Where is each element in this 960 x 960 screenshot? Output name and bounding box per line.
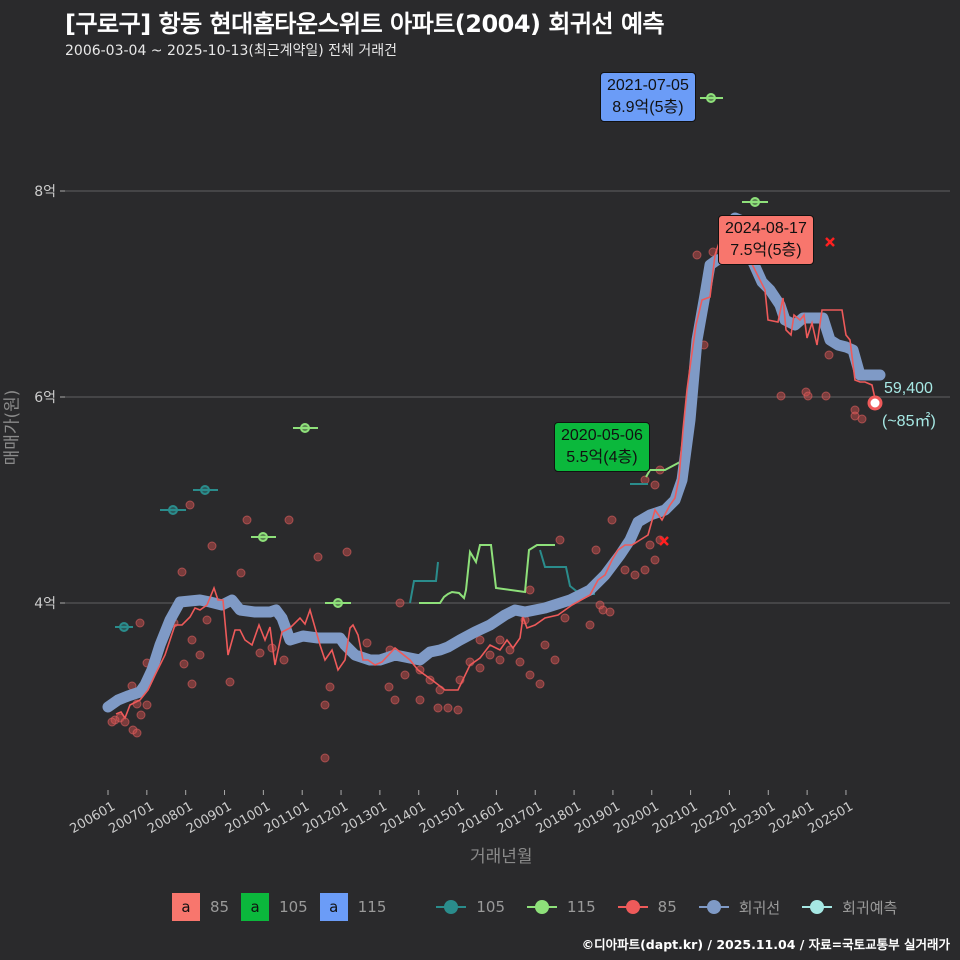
legend-line-label-115: 115 xyxy=(567,898,596,916)
chart-subtitle: 2006-03-04 ~ 2025-10-13(최근계약일) 전체 거래건 xyxy=(65,43,397,59)
legend-box-85: a xyxy=(172,893,200,921)
y-ticks xyxy=(60,190,65,604)
svg-text:202501: 202501 xyxy=(805,799,855,837)
y-tick-labels: 8억 6억 4억 xyxy=(34,184,56,612)
svg-text:8억: 8억 xyxy=(34,184,56,200)
chart-title: [구로구] 항동 현대홈타운스위트 아파트(2004) 회귀선 예측 xyxy=(65,10,665,38)
legend-key-105-icon xyxy=(436,897,467,917)
legend-key-prediction-icon xyxy=(802,897,833,917)
prediction-value-label: 59,400 xyxy=(884,380,933,397)
callout-max-105: 2020-05-06 5.5억(4층) xyxy=(554,422,650,472)
gridlines xyxy=(65,190,950,604)
callout-max-85: 2024-08-17 7.5억(5층) xyxy=(718,215,814,265)
x-axis-label: 거래년월 xyxy=(470,847,533,867)
legend-line-label-105: 105 xyxy=(476,898,506,916)
legend-label-85: 85 xyxy=(210,898,230,916)
svg-text:4억: 4억 xyxy=(34,596,56,612)
legend-line-label-prediction: 회귀예측 xyxy=(842,898,898,917)
prediction-point xyxy=(867,395,883,411)
legend-line-label-85: 85 xyxy=(657,898,677,916)
legend-label-105: 105 xyxy=(279,898,308,916)
legend-key-regression-icon xyxy=(698,897,729,917)
legend-key-115-icon xyxy=(527,897,558,917)
x-tick-labels: 2006012007012008012009012010012011012012… xyxy=(68,799,856,837)
x-ticks xyxy=(107,790,847,795)
legend-key-85-icon xyxy=(617,897,648,917)
svg-text:6억: 6억 xyxy=(34,390,56,406)
callout-max-115: 2021-07-05 8.9억(5층) xyxy=(600,72,696,122)
series-85-line xyxy=(115,238,877,720)
outlier-markers xyxy=(659,237,835,546)
legend: a 85 a 105 a 115 105 115 85 회귀선 회귀예측 xyxy=(172,893,909,921)
regression-line xyxy=(102,212,886,713)
prediction-area-label: (~85㎡) xyxy=(882,413,936,430)
legend-box-115: a xyxy=(319,893,348,921)
source-caption: ©디아파트(dapt.kr) / 2025.11.04 / 자료=국토교통부 실… xyxy=(581,937,950,952)
legend-box-105: a xyxy=(241,893,270,921)
scatter-85 xyxy=(107,247,867,763)
series-115 xyxy=(251,93,768,608)
legend-label-115: 115 xyxy=(357,898,387,916)
y-axis-label: 매매가(원) xyxy=(2,389,23,466)
legend-line-label-regression: 회귀선 xyxy=(738,898,781,917)
